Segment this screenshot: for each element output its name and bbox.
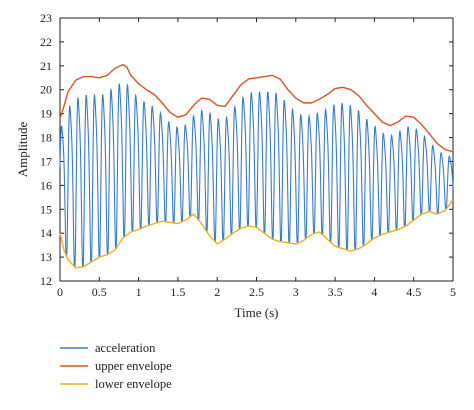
x-tick-labels: 0 0.5 1 1.5 2 2.5 3 3.5 4 4.5 5 xyxy=(57,285,456,299)
legend-label: upper envelope xyxy=(95,359,172,373)
tick-marks xyxy=(59,17,454,282)
x-tick-label: 4 xyxy=(371,285,377,299)
y-tick-label: 12 xyxy=(40,274,52,288)
x-tick-label: 2.5 xyxy=(249,285,264,299)
x-axis-label: Time (s) xyxy=(235,305,279,320)
x-tick-label: 3 xyxy=(293,285,299,299)
legend-item: lower envelope xyxy=(60,377,172,391)
x-tick-label: 3.5 xyxy=(328,285,343,299)
y-tick-label: 22 xyxy=(40,35,52,49)
y-tick-label: 21 xyxy=(40,59,52,73)
y-tick-label: 18 xyxy=(40,131,52,145)
x-tick-label: 0.5 xyxy=(92,285,107,299)
y-tick-label: 14 xyxy=(40,226,52,240)
legend: acceleration upper envelope lower envelope xyxy=(60,341,172,391)
y-tick-labels: 12 13 14 15 16 17 18 19 20 21 22 23 xyxy=(40,11,52,288)
x-tick-label: 4.5 xyxy=(406,285,421,299)
series-line-lower-envelope xyxy=(59,199,454,269)
series-line-upper-envelope xyxy=(59,63,454,153)
series-line-acceleration xyxy=(59,83,454,269)
plot-frame xyxy=(59,17,454,282)
x-tick-label: 5 xyxy=(450,285,456,299)
y-tick-label: 19 xyxy=(40,107,52,121)
legend-label: lower envelope xyxy=(95,377,172,391)
y-tick-label: 17 xyxy=(40,154,52,168)
y-tick-label: 16 xyxy=(40,178,52,192)
y-tick-label: 20 xyxy=(40,83,52,97)
series-layer xyxy=(59,63,454,269)
legend-item: acceleration xyxy=(60,341,156,355)
y-axis-label: Amplitude xyxy=(15,121,30,177)
x-tick-label: 1.5 xyxy=(170,285,185,299)
x-tick-label: 1 xyxy=(136,285,142,299)
y-tick-label: 13 xyxy=(40,250,52,264)
legend-item: upper envelope xyxy=(60,359,172,373)
x-tick-label: 0 xyxy=(57,285,63,299)
y-tick-label: 23 xyxy=(40,11,52,25)
y-tick-label: 15 xyxy=(40,202,52,216)
legend-label: acceleration xyxy=(95,341,156,355)
x-tick-label: 2 xyxy=(214,285,220,299)
